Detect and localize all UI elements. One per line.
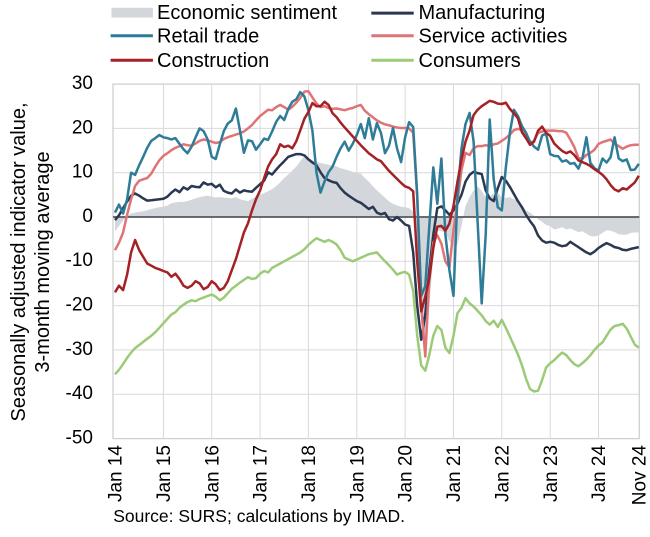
svg-text:Jan 21: Jan 21 (444, 445, 465, 502)
svg-text:Jan 17: Jan 17 (251, 445, 272, 502)
svg-text:Jan 18: Jan 18 (299, 445, 320, 502)
svg-text:Jan 16: Jan 16 (202, 445, 223, 502)
svg-text:Manufacturing: Manufacturing (419, 2, 546, 24)
svg-text:0: 0 (82, 206, 93, 227)
svg-text:Economic sentiment: Economic sentiment (157, 2, 338, 24)
svg-text:-50: -50 (66, 427, 93, 448)
svg-text:30: 30 (72, 73, 93, 94)
svg-text:Jan 24: Jan 24 (589, 445, 610, 502)
svg-text:Jan 20: Jan 20 (396, 445, 417, 502)
svg-text:Seasonally adjusted indicator: Seasonally adjusted indicator value, (8, 102, 30, 421)
svg-text:Retail trade: Retail trade (157, 26, 259, 48)
svg-text:Source: SURS; calculations by: Source: SURS; calculations by IMAD. (113, 506, 405, 526)
svg-text:-40: -40 (66, 383, 93, 404)
svg-text:-20: -20 (66, 295, 93, 316)
svg-text:Nov 24: Nov 24 (629, 445, 650, 506)
svg-text:20: 20 (72, 117, 93, 138)
svg-text:-10: -10 (66, 250, 93, 271)
svg-text:Jan 23: Jan 23 (541, 445, 562, 502)
svg-text:-30: -30 (66, 339, 93, 360)
svg-text:Jan 15: Jan 15 (154, 445, 175, 502)
svg-text:Construction: Construction (157, 50, 269, 72)
svg-text:Jan 14: Jan 14 (106, 445, 127, 502)
svg-text:10: 10 (72, 162, 93, 183)
svg-text:Service activities: Service activities (419, 26, 568, 48)
svg-text:Jan 19: Jan 19 (347, 445, 368, 502)
svg-text:Consumers: Consumers (419, 50, 521, 72)
svg-text:Jan 22: Jan 22 (492, 445, 513, 502)
svg-text:3-month moving average: 3-month moving average (32, 151, 54, 372)
